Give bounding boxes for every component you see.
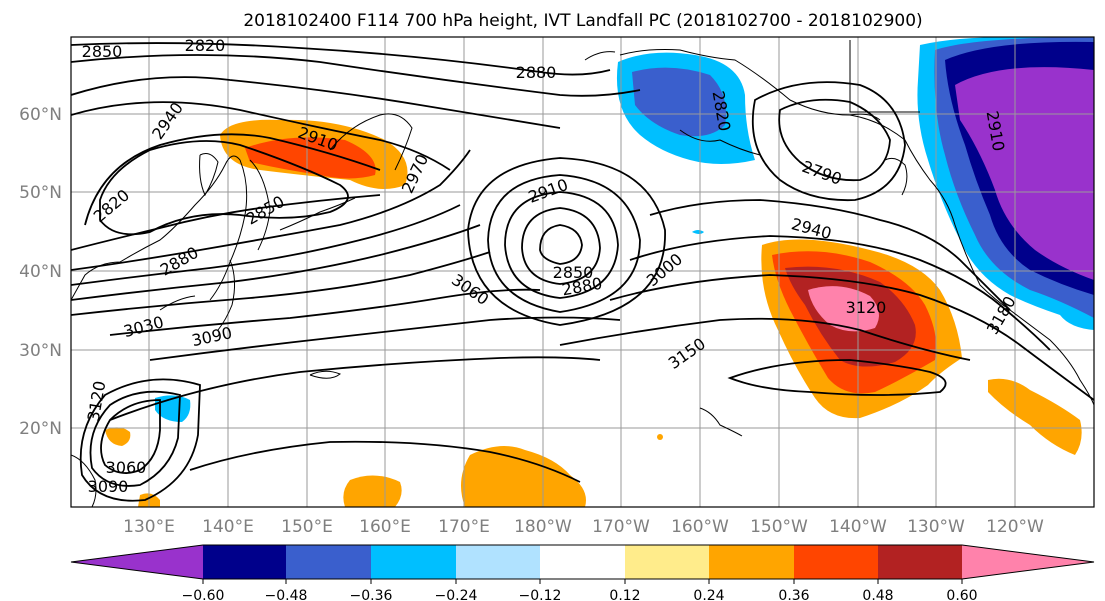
contour-label: 3090 xyxy=(88,477,129,496)
colorbar-segment xyxy=(203,545,286,579)
coastlines xyxy=(71,40,1094,507)
ivt-shading xyxy=(105,37,1094,507)
colorbar-segment xyxy=(540,545,625,579)
colorbar-tick-label: −0.48 xyxy=(265,588,308,601)
colorbar-tick-label: 0.36 xyxy=(778,588,809,601)
colorbar-segment xyxy=(625,545,709,579)
colorbar-segment xyxy=(794,545,878,579)
lat-label: 50°N xyxy=(19,183,62,203)
colorbar-segment xyxy=(456,545,540,579)
lon-label: 130°E xyxy=(123,517,175,537)
colorbar-segment xyxy=(709,545,794,579)
colorbar-tick-label: 0.24 xyxy=(693,588,724,601)
contour-label: 2850 xyxy=(553,263,594,282)
lon-label: 170°E xyxy=(438,517,490,537)
colorbar-tick-label: −0.24 xyxy=(435,588,478,601)
lon-label: 150°E xyxy=(281,517,333,537)
lat-label: 60°N xyxy=(19,105,62,125)
contour-label: 3060 xyxy=(106,458,147,477)
colorbar-tick-label: 0.12 xyxy=(609,588,640,601)
colorbar-segment xyxy=(71,545,203,579)
colorbar-segment xyxy=(286,545,371,579)
colorbar-tick-label: −0.12 xyxy=(519,588,562,601)
lon-label: 170°W xyxy=(592,517,650,537)
colorbar-segments xyxy=(70,544,1095,580)
figure-title: 2018102400 F114 700 hPa height, IVT Land… xyxy=(243,11,922,31)
lon-label: 140°W xyxy=(829,517,887,537)
lon-label: 160°E xyxy=(359,517,411,537)
contour-label: 2820 xyxy=(185,36,226,55)
colorbar-segment xyxy=(371,545,456,579)
lat-label: 30°N xyxy=(19,341,62,361)
colorbar-segment xyxy=(878,545,962,579)
map-panel: 2850 2820 2880 2940 2910 2820 2850 2970 … xyxy=(70,36,1095,508)
lon-label: 160°W xyxy=(671,517,729,537)
height-contours xyxy=(71,42,1094,502)
colorbar-segment xyxy=(962,545,1094,579)
longitude-labels: 130°E 140°E 150°E 160°E 170°E 180°W 170°… xyxy=(123,517,1044,537)
contour-label: 3120 xyxy=(846,298,887,317)
lat-label: 40°N xyxy=(19,262,62,282)
colorbar-tick-label: −0.60 xyxy=(182,588,225,601)
lon-label: 180°W xyxy=(514,517,572,537)
colorbar-tick-label: −0.36 xyxy=(350,588,393,601)
colorbar-ticks: −0.60 −0.48 −0.36 −0.24 −0.12 0.12 0.24 0.36 0.4… xyxy=(182,579,978,601)
colorbar-tick-label: 0.60 xyxy=(946,588,977,601)
lon-label: 140°E xyxy=(202,517,254,537)
lon-label: 130°W xyxy=(907,517,965,537)
colorbar-tick-label: 0.48 xyxy=(862,588,893,601)
contour-label: 2880 xyxy=(516,63,557,82)
lat-label: 20°N xyxy=(19,419,62,439)
lon-label: 150°W xyxy=(750,517,808,537)
contour-label: 2850 xyxy=(82,42,123,61)
latitude-labels: 60°N 50°N 40°N 30°N 20°N xyxy=(19,105,62,439)
lon-label: 120°W xyxy=(986,517,1044,537)
colorbar: −0.60 −0.48 −0.36 −0.24 −0.12 0.12 0.24 0.36 0.4… xyxy=(70,544,1095,601)
